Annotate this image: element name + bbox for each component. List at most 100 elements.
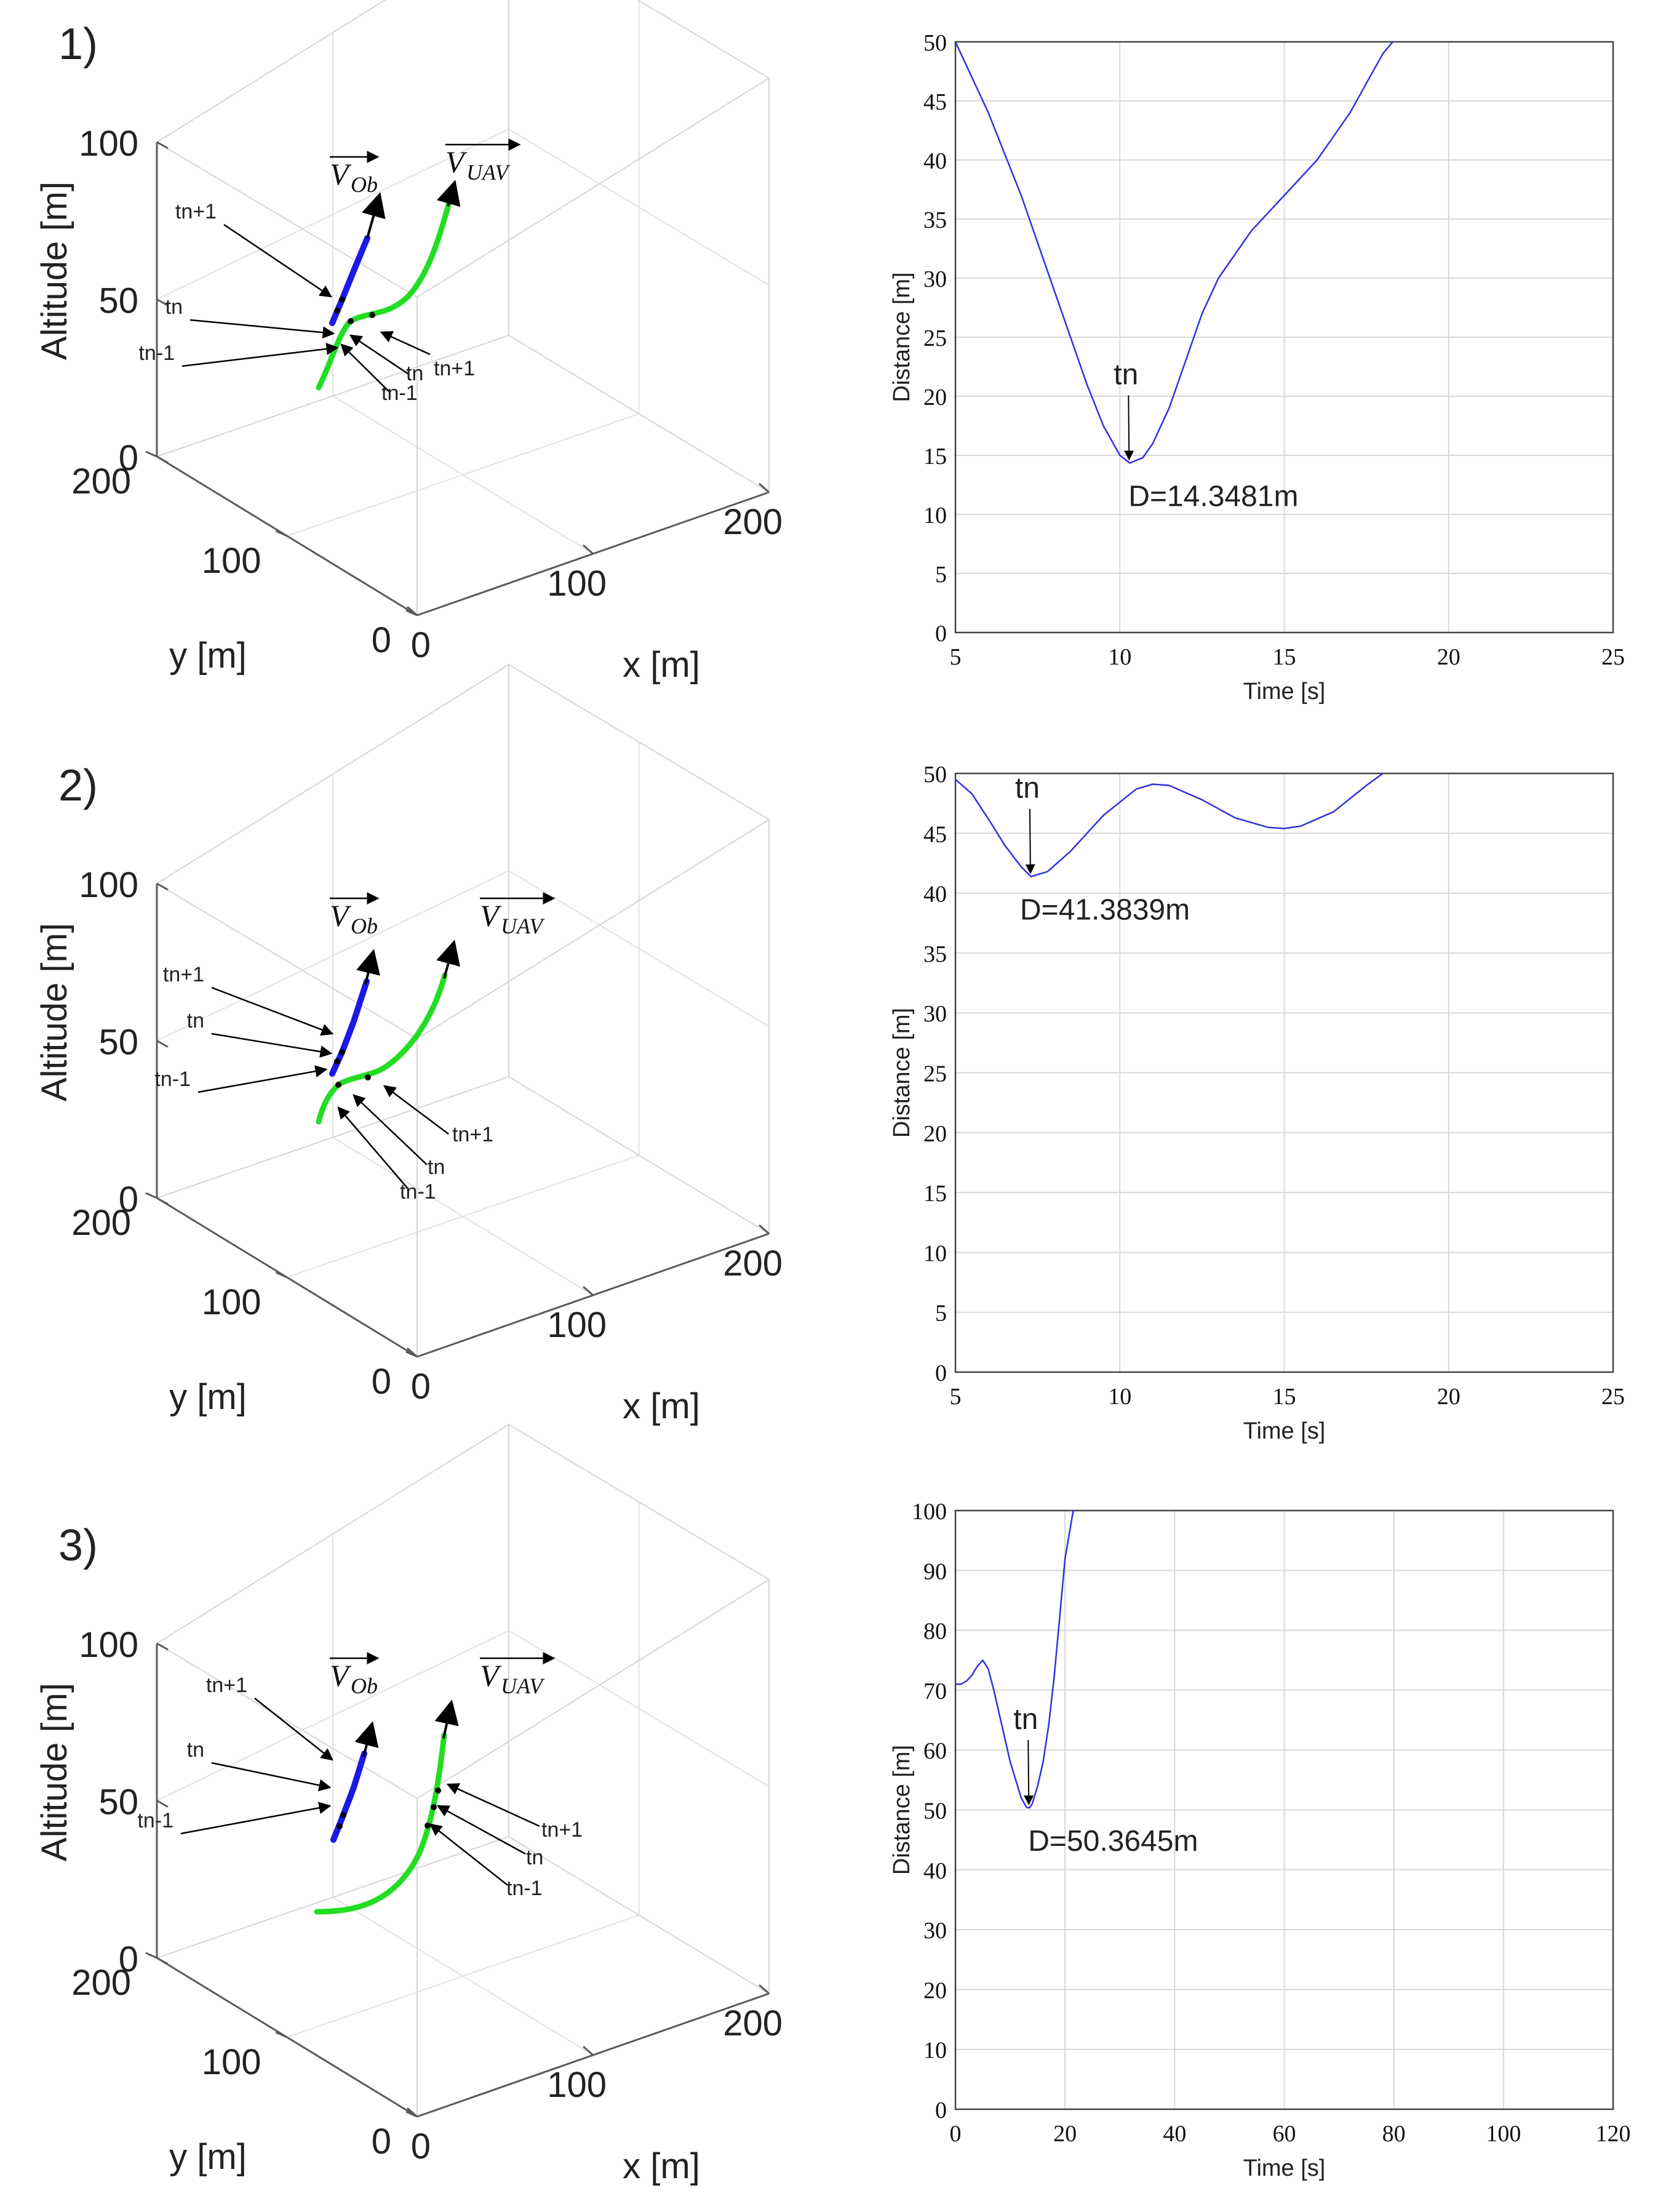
- x-tick-label: 40: [1163, 2121, 1186, 2147]
- trajectory-marker-dot: [337, 1823, 343, 1829]
- annotation-distance-value: D=50.3645m: [1028, 1825, 1198, 1858]
- uav-velocity-arrow: [434, 1699, 459, 1739]
- x-tick: [759, 1984, 770, 1995]
- box-edge: [156, 1643, 418, 1799]
- x-axis-label: Time [s]: [1243, 2155, 1326, 2181]
- uav-point-label: tn+1: [452, 1123, 493, 1146]
- x-tick: [583, 544, 594, 555]
- obstacle-point-label: tn+1: [163, 963, 204, 986]
- x-tick-label: 200: [723, 502, 783, 542]
- obstacle-point-arrow: [189, 319, 335, 339]
- grid-wall-z: [156, 1630, 509, 1802]
- obstacle-trajectory: [330, 1751, 367, 1843]
- z-tick: [156, 1800, 169, 1808]
- svg-text:V: V: [330, 1658, 352, 1693]
- uav-point-label: tn+1: [434, 357, 475, 380]
- x-tick-label: 10: [1108, 644, 1131, 670]
- y-tick-label: 25: [923, 325, 947, 351]
- x-tick-label: 25: [1601, 1384, 1625, 1410]
- svg-text:UAV: UAV: [501, 914, 545, 938]
- annotation-tn-label: tn: [1015, 772, 1040, 805]
- annotation-arrow: [1024, 1739, 1034, 1805]
- uav-point-label: tn-1: [506, 1877, 543, 1900]
- grid-wall-z: [156, 870, 509, 1042]
- obstacle-point-label: tn+1: [206, 1674, 247, 1697]
- y-tick-label: 200: [71, 461, 131, 501]
- svg-text:Ob: Ob: [351, 1674, 378, 1698]
- trajectory-marker-dot: [348, 318, 354, 324]
- uav-trajectory: [316, 200, 452, 391]
- y-tick-label: 40: [923, 148, 947, 174]
- series-line-distance: [955, 1510, 1074, 1809]
- trajectory-marker-dot: [334, 1058, 340, 1064]
- uav-velocity-label: V UAV: [445, 138, 521, 185]
- obstacle-velocity-label: V Ob: [330, 1652, 380, 1698]
- box-edge: [156, 664, 509, 884]
- x-tick: [407, 605, 418, 617]
- panel-number-label: 2): [58, 761, 98, 810]
- x-tick-label: 25: [1601, 644, 1625, 670]
- y-tick-label: 20: [923, 385, 947, 410]
- y-tick-label: 50: [923, 1799, 947, 1824]
- uav-velocity-arrow: [436, 180, 461, 207]
- x-tick-label: 0: [411, 2126, 431, 2166]
- trajectory-marker-dot: [339, 297, 345, 303]
- uav-point-label: tn: [428, 1156, 445, 1179]
- y-axis-label: Distance [m]: [889, 272, 915, 402]
- z-tick-label: 100: [79, 124, 138, 164]
- x-tick-label: 0: [411, 1367, 431, 1407]
- x-tick-label: 20: [1437, 1384, 1461, 1410]
- x-tick-label: 0: [950, 2121, 962, 2147]
- x-tick-label: 20: [1437, 644, 1461, 670]
- box-edge: [508, 335, 770, 493]
- uav-point-arrow: [436, 1805, 526, 1855]
- y-tick-label: 100: [202, 2042, 261, 2082]
- obstacle-point-label: tn-1: [154, 1068, 191, 1091]
- x-tick: [583, 1285, 594, 1296]
- z-tick: [156, 1197, 169, 1205]
- y-tick-label: 10: [923, 503, 947, 529]
- trajectory-marker-dot: [365, 1074, 371, 1080]
- x-tick-label: 5: [950, 1384, 962, 1410]
- box-edge: [156, 142, 418, 298]
- uav-point-label: tn-1: [381, 381, 418, 405]
- obstacle-point-label: tn: [165, 295, 183, 319]
- box-edge: [156, 1836, 509, 1958]
- z-tick-label: 50: [98, 1783, 138, 1823]
- y-tick-label: 50: [923, 762, 947, 788]
- z-tick-label: 50: [98, 281, 138, 321]
- x-tick-label: 200: [723, 2003, 783, 2043]
- obstacle-point-label: tn: [187, 1738, 204, 1762]
- y-tick-label: 35: [923, 207, 947, 233]
- uav-point-arrow: [380, 331, 431, 356]
- z-tick: [156, 882, 169, 891]
- z-tick: [156, 141, 169, 150]
- obstacle-velocity-arrow: [354, 1721, 379, 1757]
- obstacle-velocity-arrow: [362, 192, 386, 239]
- z-axis-label: Altitude [m]: [34, 182, 74, 360]
- obstacle-point-label: tn-1: [137, 1809, 173, 1832]
- y-tick-label: 45: [923, 89, 947, 115]
- box-edge: [156, 335, 509, 457]
- x-tick-label: 15: [1273, 644, 1296, 670]
- uav-trajectory: [316, 972, 448, 1125]
- z-tick-label: 0: [119, 1939, 138, 1979]
- svg-text:V: V: [445, 145, 468, 179]
- box-edge: [156, 1424, 509, 1644]
- obstacle-point-arrow: [180, 1802, 332, 1835]
- svg-text:V: V: [480, 898, 502, 933]
- box-edge: [416, 1579, 770, 1799]
- y-tick-label: 5: [935, 1301, 947, 1327]
- z-tick: [156, 1040, 169, 1048]
- y-tick-label: 0: [372, 1362, 391, 1402]
- y-axis-label: Distance [m]: [889, 1008, 915, 1138]
- y-tick-label: 100: [912, 1499, 947, 1525]
- uav-point-label: tn-1: [400, 1180, 436, 1204]
- annotation-distance-value: D=41.3839m: [1020, 894, 1190, 927]
- obstacle-point-arrow: [254, 1698, 333, 1761]
- y-tick-label: 30: [923, 1001, 947, 1027]
- svg-text:UAV: UAV: [466, 160, 511, 185]
